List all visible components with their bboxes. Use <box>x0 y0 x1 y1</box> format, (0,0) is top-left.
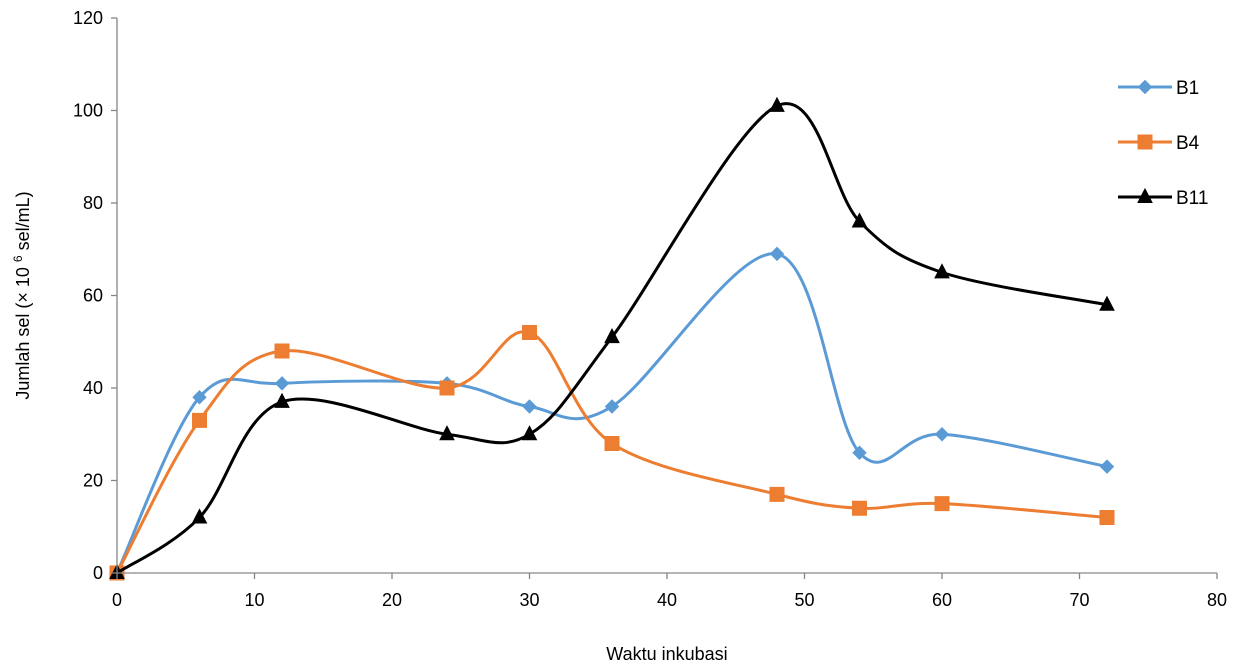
y-tick-label: 80 <box>83 193 103 213</box>
legend-label-b1: B1 <box>1176 78 1199 99</box>
x-tick-label: 70 <box>1069 590 1089 610</box>
x-tick-label: 10 <box>244 590 264 610</box>
legend-item-b1: B1 <box>1118 78 1199 99</box>
x-tick-label: 60 <box>932 590 952 610</box>
series-layer <box>109 96 1115 581</box>
legend-label-b4: B4 <box>1176 133 1200 154</box>
x-tick-label: 80 <box>1207 590 1227 610</box>
series-b4 <box>109 325 1115 581</box>
data-point-b4 <box>192 412 207 428</box>
data-point-b11 <box>439 425 455 441</box>
data-point-b1 <box>522 399 537 414</box>
legend-marker-b4 <box>1137 134 1153 150</box>
data-point-b1 <box>274 376 290 391</box>
data-point-b4 <box>1099 510 1115 525</box>
data-point-b11 <box>191 508 208 524</box>
legend-marker-b11 <box>1137 187 1153 203</box>
y-tick-label: 60 <box>83 286 103 306</box>
y-axis-title: Jumlah sel (× 10 6 sel/mL) <box>11 191 33 399</box>
y-axis-title-superscript: 6 <box>11 255 25 262</box>
data-point-b11 <box>604 327 620 344</box>
data-point-b1 <box>1099 459 1115 474</box>
data-point-b4 <box>769 486 785 502</box>
x-tick-label: 20 <box>382 590 402 610</box>
x-axis-title: Waktu inkubasi <box>606 644 727 664</box>
data-point-b11 <box>851 212 868 228</box>
legend-marker-b1 <box>1137 79 1153 95</box>
data-point-b4 <box>852 500 867 516</box>
y-tick-label: 20 <box>83 471 103 491</box>
legend-label-b11: B11 <box>1176 188 1208 209</box>
legend: B1 B4 B11 <box>1118 78 1208 209</box>
series-line-b4 <box>115 330 1109 575</box>
series-line-b11 <box>115 102 1109 575</box>
series-b1 <box>109 246 1115 581</box>
y-axis-title-suffix: sel/mL) <box>13 191 33 250</box>
y-tick-label: 100 <box>73 101 103 121</box>
x-tick-label: 30 <box>519 590 539 610</box>
legend-item-b11: B11 <box>1118 187 1208 209</box>
y-axis-title-prefix: Jumlah sel (× 10 <box>13 267 33 400</box>
data-point-b11 <box>934 263 950 279</box>
data-point-b4 <box>934 496 950 512</box>
data-point-b1 <box>934 427 950 442</box>
data-point-b1 <box>852 445 867 460</box>
x-tick-label: 0 <box>112 590 122 610</box>
data-point-b1 <box>604 399 620 414</box>
x-tick-label: 50 <box>794 590 814 610</box>
y-tick-label: 120 <box>73 8 103 28</box>
data-point-b4 <box>274 343 290 359</box>
y-tick-label: 0 <box>93 563 103 583</box>
legend-item-b4: B4 <box>1118 133 1200 154</box>
y-tick-label: 40 <box>83 378 103 398</box>
data-point-b1 <box>192 390 207 405</box>
data-point-b4 <box>604 436 620 451</box>
data-point-b11 <box>521 425 538 441</box>
data-point-b4 <box>439 380 455 396</box>
data-point-b11 <box>274 392 290 408</box>
x-tick-label: 40 <box>657 590 677 610</box>
data-point-b1 <box>769 246 785 262</box>
data-point-b11 <box>1099 295 1115 311</box>
data-point-b4 <box>522 325 537 340</box>
ticks-layer: 0 10 20 30 40 50 60 70 80 0 20 40 60 80 100 120 <box>73 8 1227 610</box>
series-b11 <box>109 96 1115 579</box>
data-point-b11 <box>769 96 785 112</box>
